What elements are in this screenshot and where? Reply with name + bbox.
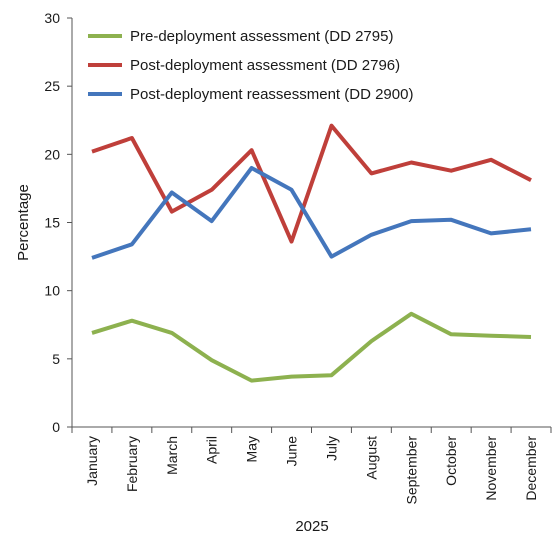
legend-label-3: Post-deployment reassessment (DD 2900) <box>130 86 413 103</box>
x-tick-label: December <box>523 436 539 501</box>
x-tick-label: September <box>403 436 419 505</box>
x-axis-title: 2025 <box>295 518 328 535</box>
y-tick-label: 15 <box>44 215 60 231</box>
legend: Pre-deployment assessment (DD 2795) Post-… <box>88 28 413 103</box>
x-tick-label: April <box>204 436 220 464</box>
y-tick-label: 10 <box>44 283 60 299</box>
x-tick-label: October <box>443 436 459 486</box>
y-tick-label: 5 <box>52 351 60 367</box>
series-layer <box>91 123 532 383</box>
y-tick-label: 25 <box>44 78 60 94</box>
legend-label-2: Post-deployment assessment (DD 2796) <box>130 57 400 74</box>
x-tick-label: March <box>164 436 180 475</box>
y-tick-label: 20 <box>44 146 60 162</box>
series-line-3 <box>91 166 532 260</box>
x-tick-label: July <box>323 436 339 461</box>
y-tick-label: 0 <box>52 419 60 435</box>
axes: 0 5 10 15 20 25 30 January February March April May… <box>44 10 552 505</box>
x-tick-label: August <box>363 436 379 480</box>
y-tick-label: 30 <box>44 10 60 26</box>
x-tick-label: January <box>84 436 100 486</box>
series-line-1 <box>91 311 532 383</box>
x-tick-label: May <box>244 436 260 462</box>
x-tick-label: June <box>284 436 300 467</box>
legend-label-1: Pre-deployment assessment (DD 2795) <box>130 28 393 45</box>
y-axis-title: Percentage <box>15 184 32 261</box>
x-tick-label: February <box>124 436 140 492</box>
x-tick-label: November <box>483 436 499 501</box>
